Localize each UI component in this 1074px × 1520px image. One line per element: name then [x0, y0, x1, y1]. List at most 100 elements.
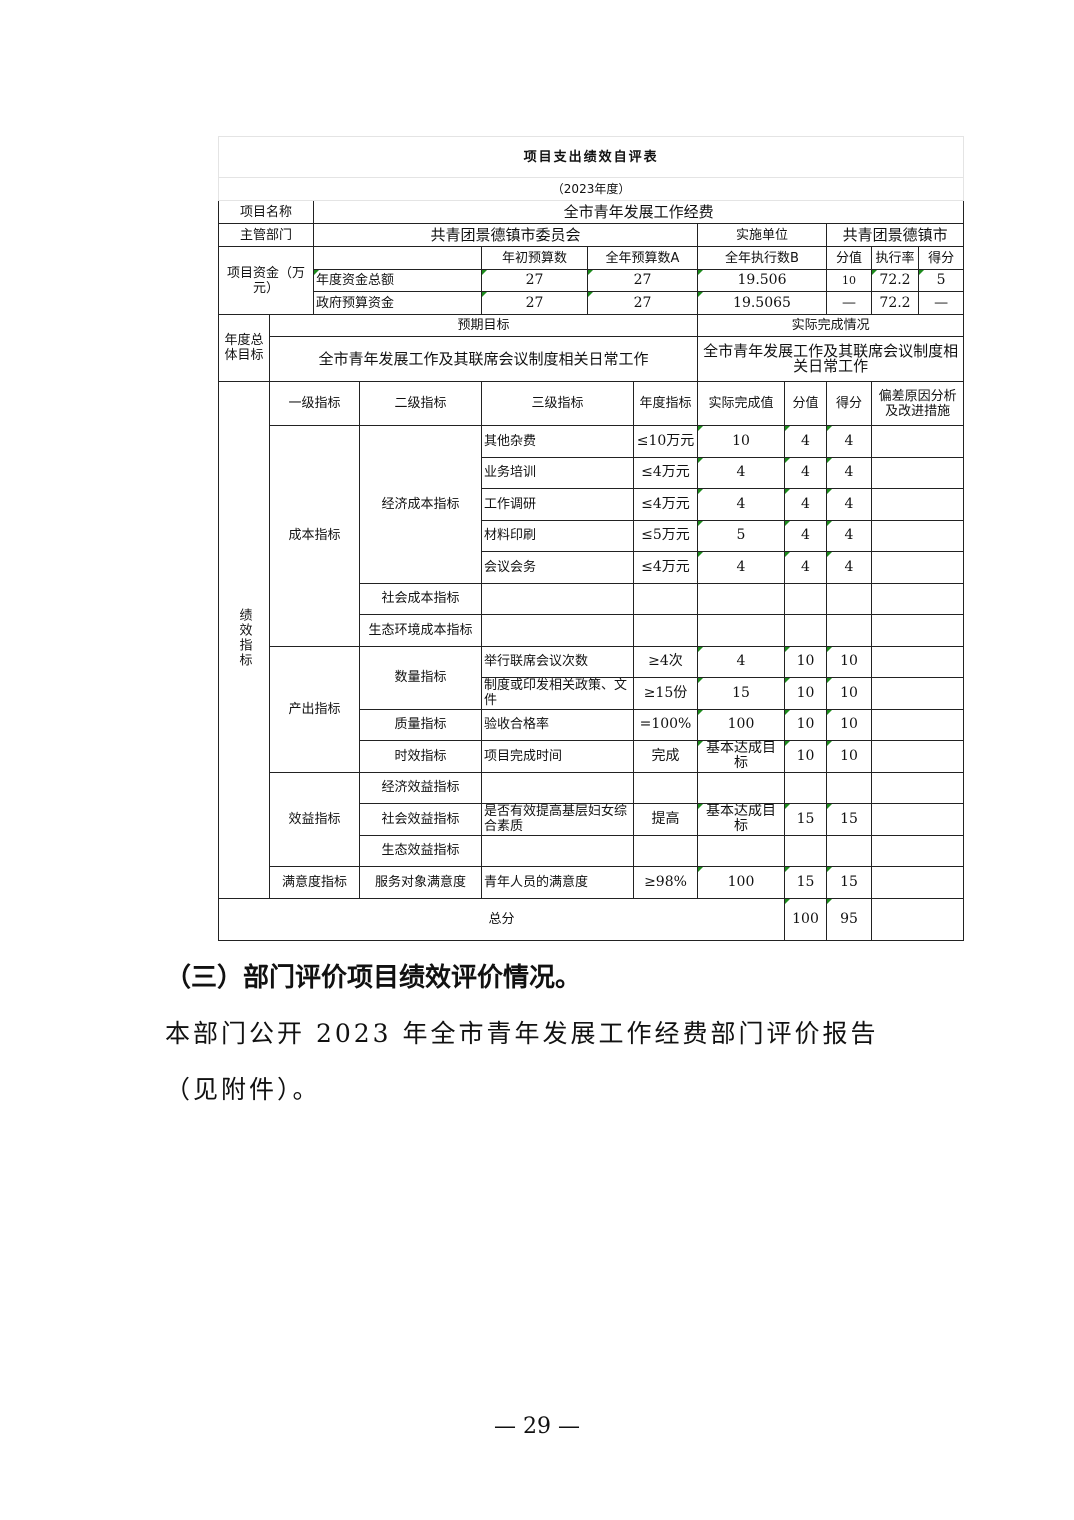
paragraph-line: 本部门公开 2023 年全市青年发展工作经费部门评价报告 — [165, 1019, 879, 1048]
indicator-row: 工作调研 ≤4万元 4 4 4 — [219, 488, 965, 521]
annual-target: 提高 — [633, 803, 698, 836]
score-value: 15 — [826, 803, 872, 836]
annual-target: 完成 — [633, 740, 698, 773]
indicator-header: 年度指标 — [633, 381, 698, 426]
paragraph-line: （见附件）。 — [165, 1075, 321, 1104]
weight-value: 10 — [784, 677, 827, 710]
level2-indicator: 生态效益指标 — [359, 834, 482, 867]
level2-indicator: 时效指标 — [359, 740, 482, 773]
indicator-row: 时效指标 项目完成时间 完成 基本达成目标 10 10 — [219, 740, 965, 773]
deviation-analysis — [870, 614, 965, 647]
level1-indicator: 效益指标 — [269, 771, 360, 867]
actual-value: 4 — [697, 456, 785, 489]
score-value: 4 — [826, 425, 872, 458]
actual-value — [697, 582, 785, 615]
project-name: 全市青年发展工作经费 — [312, 200, 965, 224]
table-year: （2023年度） — [217, 177, 965, 201]
score-value: 15 — [826, 866, 872, 899]
annual-target: ≥4次 — [633, 645, 698, 678]
page-number: — 29 — — [494, 1414, 580, 1439]
score-value — [826, 582, 872, 615]
score-value: 10 — [826, 740, 872, 773]
weight-value: 15 — [784, 866, 827, 899]
indicator-row: 满意度指标 服务对象满意度 青年人员的满意度 ≥98% 100 15 15 — [219, 866, 965, 899]
deviation-analysis — [870, 488, 965, 521]
indicator-row: 社会效益指标 是否有效提高基层妇女综合素质 提高 基本达成目标 15 15 — [219, 803, 965, 836]
total-row: 总分 100 95 — [218, 897, 965, 941]
level2-indicator: 经济成本指标 — [359, 425, 482, 584]
level3-indicator — [481, 834, 634, 867]
performance-self-evaluation-table: 项目支出绩效自评表 （2023年度） 项目名称 全市青年发展工作经费 主管部门 … — [217, 136, 965, 941]
indicator-row: 材料印刷 ≤5万元 5 4 4 — [219, 519, 965, 552]
deviation-analysis — [870, 456, 965, 489]
weight-value: 15 — [784, 803, 827, 836]
actual-value — [697, 834, 785, 867]
deviation-analysis — [870, 645, 965, 678]
deviation-analysis — [870, 803, 965, 836]
annual-target — [633, 834, 698, 867]
level2-indicator: 经济效益指标 — [359, 771, 482, 804]
actual-value — [697, 771, 785, 804]
level3-indicator: 青年人员的满意度 — [481, 866, 634, 899]
total-label: 总分 — [218, 897, 785, 941]
level2-indicator: 社会成本指标 — [359, 582, 482, 615]
indicator-row: 效益指标 经济效益指标 — [219, 771, 965, 867]
weight-value — [784, 582, 827, 615]
deviation-analysis — [870, 519, 965, 552]
table-title: 项目支出绩效自评表 — [217, 136, 965, 178]
weight-value: 10 — [784, 740, 827, 773]
actual-value: 4 — [697, 645, 785, 678]
annual-target: ≤4万元 — [633, 456, 698, 489]
annual-target: =100% — [633, 708, 698, 741]
actual-value: 100 — [697, 708, 785, 741]
actual-value: 100 — [697, 866, 785, 899]
score-value: 10 — [826, 708, 872, 741]
indicator-row: 产出指标 数量指标 举行联席会议次数 ≥4次 4 10 10 — [219, 645, 965, 773]
deviation-analysis — [870, 740, 965, 773]
deviation-analysis — [870, 708, 965, 741]
weight-value — [784, 771, 827, 804]
goal-expected-label: 预期目标 — [269, 314, 698, 337]
score-value: 4 — [826, 456, 872, 489]
goal-label: 年度总体目标 — [218, 314, 270, 382]
indicator-row: 生态效益指标 — [219, 834, 965, 867]
level2-indicator: 生态环境成本指标 — [359, 614, 482, 647]
deviation-analysis — [870, 677, 965, 710]
impl-label: 实施单位 — [697, 223, 827, 247]
score-value: 4 — [826, 551, 872, 584]
funds-value: 19.5065 — [697, 291, 827, 315]
deviation-analysis — [870, 551, 965, 584]
indicator-header: 得分 — [826, 381, 872, 426]
deviation-analysis — [870, 582, 965, 615]
score-value: 10 — [826, 677, 872, 710]
level3-indicator: 会议会务 — [481, 551, 634, 584]
weight-value: 4 — [784, 551, 827, 584]
annual-target: ≤4万元 — [633, 488, 698, 521]
funds-value: 19.506 — [697, 269, 827, 292]
level3-indicator: 工作调研 — [481, 488, 634, 521]
dept-label: 主管部门 — [218, 223, 314, 247]
level3-indicator — [481, 614, 634, 647]
level3-indicator: 项目完成时间 — [481, 740, 634, 773]
level3-indicator — [481, 771, 634, 804]
annual-target: ≥15份 — [633, 677, 698, 710]
indicator-header: 实际完成值 — [697, 381, 785, 426]
weight-value: 10 — [784, 708, 827, 741]
goal-actual: 全市青年发展工作及其联席会议制度相关日常工作 — [696, 336, 965, 382]
actual-value: 4 — [697, 551, 785, 584]
indicator-header: 偏差原因分析及改进措施 — [870, 381, 965, 426]
annual-target — [633, 614, 698, 647]
deviation-analysis — [870, 771, 965, 804]
funds-header: 年初预算数 — [481, 246, 588, 270]
score-value — [826, 614, 872, 647]
level3-indicator — [481, 582, 634, 615]
level3-indicator: 制度或印发相关政策、文件 — [481, 677, 634, 710]
funds-header: 分值 — [826, 246, 872, 270]
deviation-analysis — [870, 866, 965, 899]
annual-target: ≤5万元 — [633, 519, 698, 552]
indicator-row: 制度或印发相关政策、文件 ≥15份 15 10 10 — [219, 677, 965, 710]
level2-indicator: 服务对象满意度 — [359, 866, 482, 899]
weight-value: 4 — [784, 519, 827, 552]
weight-value: 4 — [784, 456, 827, 489]
funds-value: 27 — [481, 291, 588, 315]
